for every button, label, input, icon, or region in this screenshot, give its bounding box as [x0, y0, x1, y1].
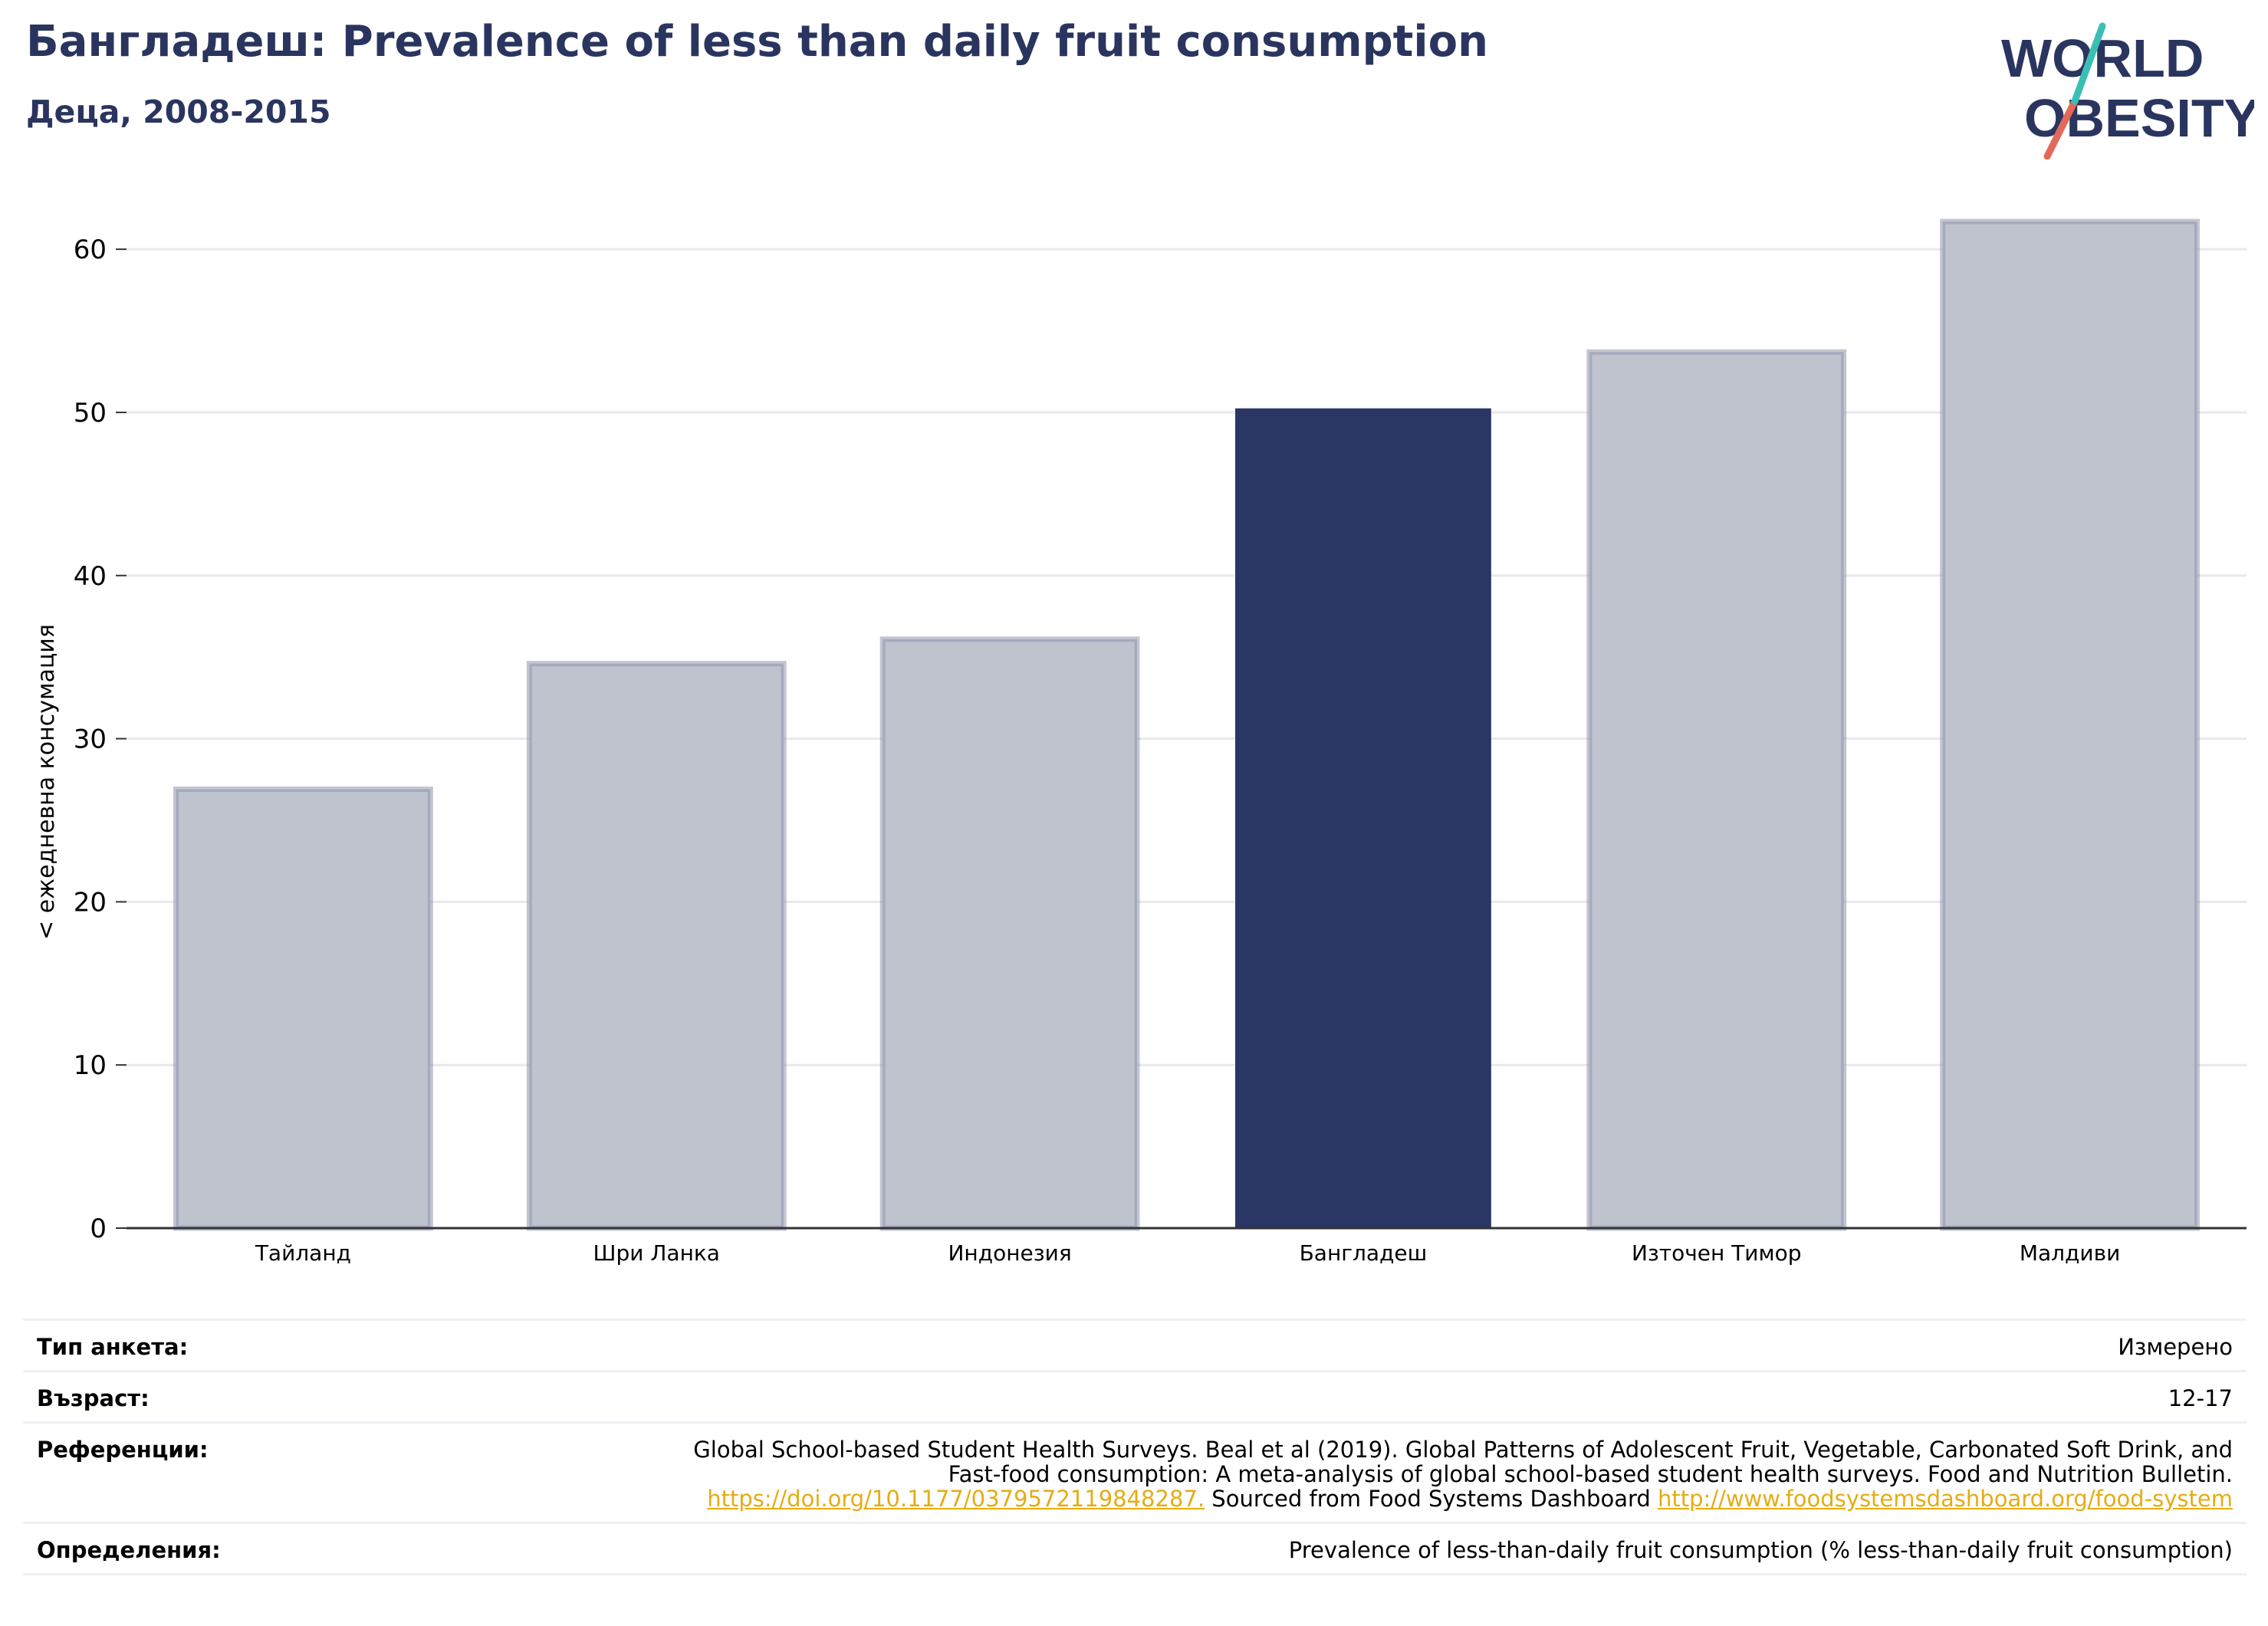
y-tick-label: 60: [74, 235, 107, 265]
chart-subtitle: Деца, 2008-2015: [26, 94, 331, 130]
bar-2: [526, 661, 787, 1231]
references-text-line-1: Global School-based Student Health Surve…: [693, 1437, 2233, 1463]
definitions-value: Prevalence of less-than-daily fruit cons…: [1288, 1537, 2233, 1563]
bars: [173, 218, 2200, 1231]
bar-5: [1586, 349, 1847, 1231]
references-row: Референции: Global School-based Student …: [23, 1421, 2247, 1522]
y-tick-label: 40: [74, 561, 107, 592]
x-tick-label: Тайланд: [255, 1240, 351, 1266]
y-axis-label: < ежедневна консумация: [33, 624, 60, 940]
axes: 0 10 20 30 40 50 60 Тайланд Шри Ланка Индонезия Ба…: [74, 235, 2247, 1266]
y-tick-label: 50: [74, 398, 107, 429]
y-tick-label: 10: [74, 1050, 107, 1081]
bar-6: [1940, 218, 2200, 1231]
x-tick-label: Шри Ланка: [593, 1240, 720, 1266]
definitions-row: Определения: Prevalence of less-than-dai…: [23, 1522, 2247, 1575]
bar-3: [879, 636, 1140, 1231]
references-text-line-2: Fast-food consumption: A meta-analysis o…: [948, 1461, 2233, 1487]
survey-type-value: Измерено: [2118, 1334, 2233, 1360]
y-tick-label: 30: [74, 724, 107, 755]
survey-type-label: Тип анкета:: [37, 1334, 189, 1360]
svg-text:WORLD: WORLD: [2001, 28, 2204, 88]
chart-title: Бангладеш: Prevalence of less than daily…: [26, 17, 1488, 67]
survey-type-row: Тип анкета: Измерено: [23, 1319, 2247, 1370]
x-tick-label: Бангладеш: [1300, 1240, 1428, 1266]
references-text-line-3: Sourced from Food Systems Dashboard: [1205, 1486, 1658, 1512]
x-tick-label: Индонезия: [948, 1240, 1071, 1266]
world-obesity-logo: WORLD OBESITY: [2001, 22, 2254, 159]
food-systems-dashboard-link[interactable]: http://www.foodsystemsdashboard.org/food…: [1658, 1486, 2233, 1512]
age-label: Възраст:: [37, 1385, 150, 1411]
definitions-label: Определения:: [37, 1537, 221, 1563]
age-row: Възраст: 12-17: [23, 1370, 2247, 1421]
gridlines: [127, 248, 2247, 1066]
y-tick-label: 0: [90, 1214, 107, 1244]
doi-link[interactable]: https://doi.org/10.1177/0379572119848287…: [707, 1486, 1205, 1512]
references-label: Референции:: [37, 1437, 209, 1463]
age-value: 12-17: [2168, 1385, 2233, 1411]
x-tick-label: Малдиви: [2020, 1240, 2120, 1266]
y-tick-label: 20: [74, 887, 107, 918]
bar-4: [1235, 408, 1491, 1229]
chart-metadata-table: Тип анкета: Измерено Възраст: 12-17 Рефе…: [23, 1319, 2247, 1575]
bar-1: [173, 787, 433, 1231]
x-tick-label: Източен Тимор: [1632, 1240, 1802, 1266]
bar-chart: 0 10 20 30 40 50 60 Тайланд Шри Ланка Индонезия Ба…: [33, 218, 2247, 1266]
references-value: Global School-based Student Health Surve…: [693, 1437, 2233, 1511]
